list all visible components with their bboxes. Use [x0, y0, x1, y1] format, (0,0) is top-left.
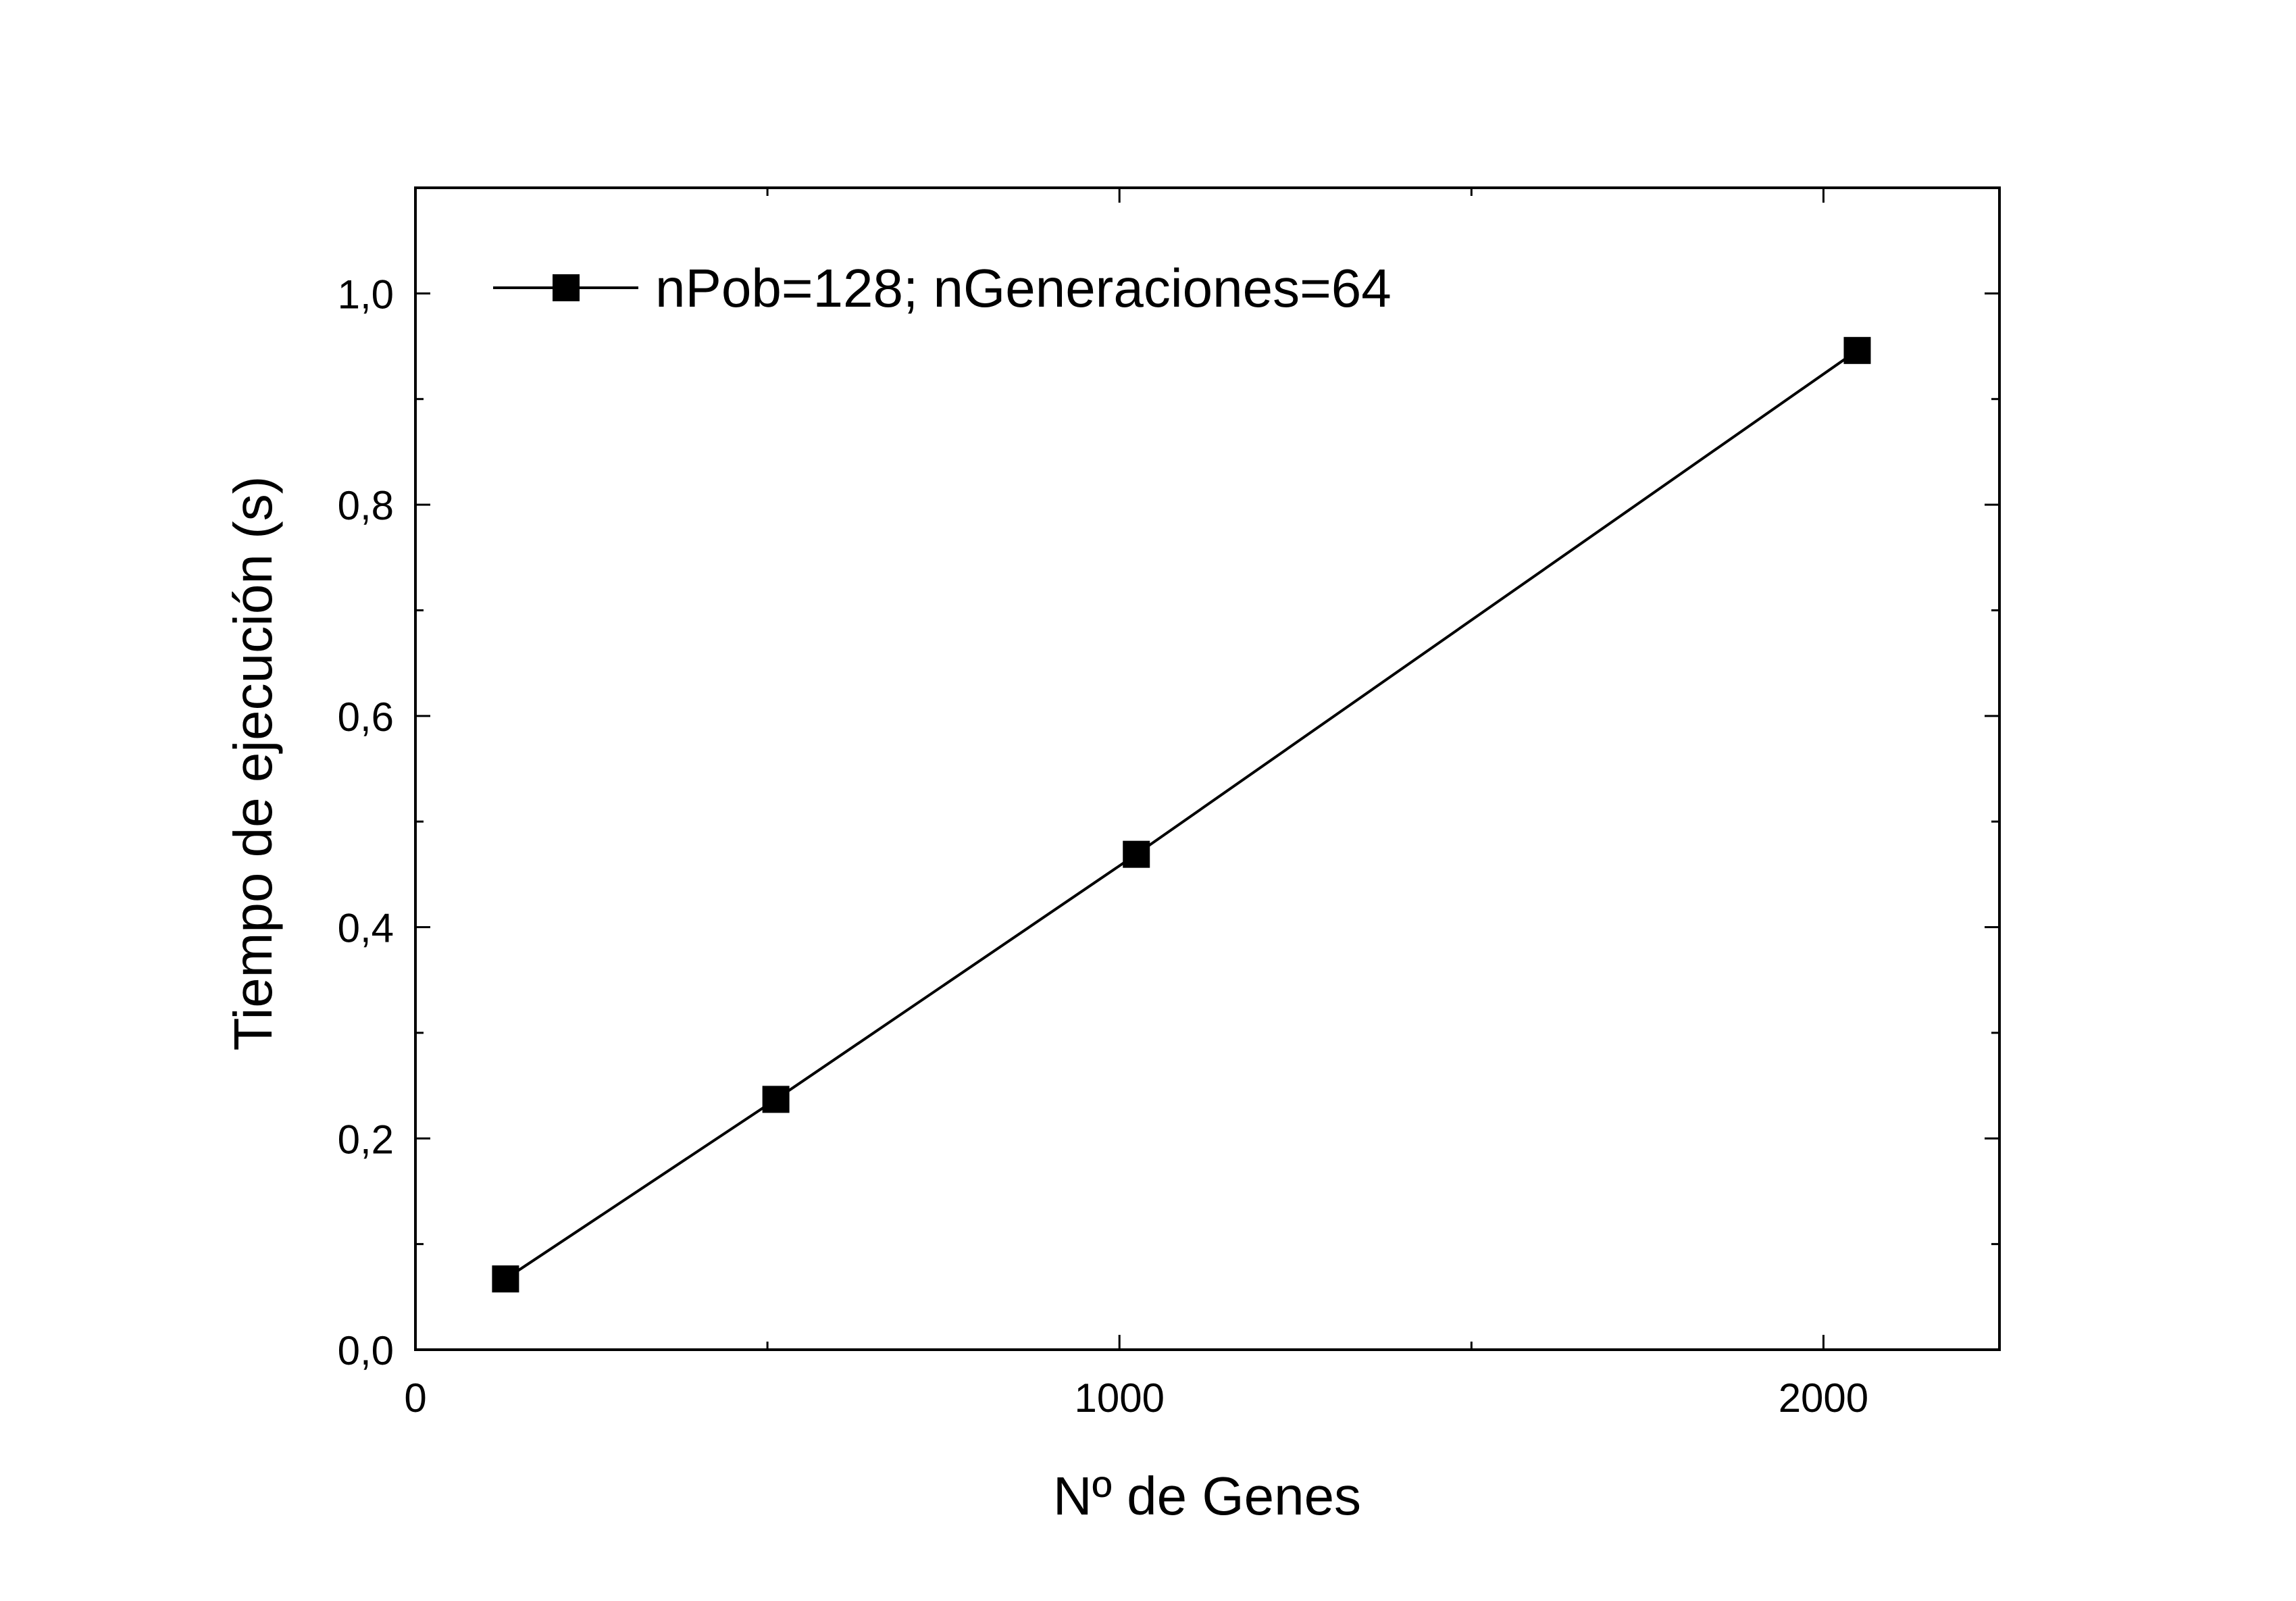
- legend-entry-label: nPob=128; nGeneraciones=64: [655, 258, 1392, 318]
- legend: nPob=128; nGeneraciones=64: [493, 258, 1392, 318]
- x-axis-title: Nº de Genes: [1053, 1466, 1361, 1526]
- data-point-marker: [762, 1086, 790, 1113]
- series-layer: [492, 336, 1871, 1293]
- y-tick-label: 1,0: [338, 272, 394, 317]
- y-tick-label: 0,2: [338, 1117, 394, 1162]
- x-tick-label: 0: [404, 1375, 426, 1421]
- series-line: [505, 349, 1858, 1280]
- y-tick-label: 0,0: [338, 1328, 394, 1373]
- y-axis-tick-labels: 0,0 0,2 0,4 0,6 0,8 1,0: [338, 272, 394, 1373]
- data-point-marker: [1843, 336, 1871, 364]
- y-tick-label: 0,8: [338, 483, 394, 528]
- x-axis-tick-labels: 0 1000 2000: [404, 1375, 1868, 1421]
- y-tick-label: 0,6: [338, 694, 394, 740]
- data-point-marker: [1123, 840, 1150, 868]
- x-tick-label: 1000: [1074, 1375, 1164, 1421]
- x-tick-label: 2000: [1779, 1375, 1868, 1421]
- legend-marker-square: [553, 274, 580, 301]
- y-tick-label: 0,4: [338, 906, 394, 951]
- y-axis-title: Tiempo de ejecución (s): [223, 476, 283, 1051]
- data-point-marker: [492, 1265, 519, 1293]
- plot-frame: [414, 186, 2001, 1351]
